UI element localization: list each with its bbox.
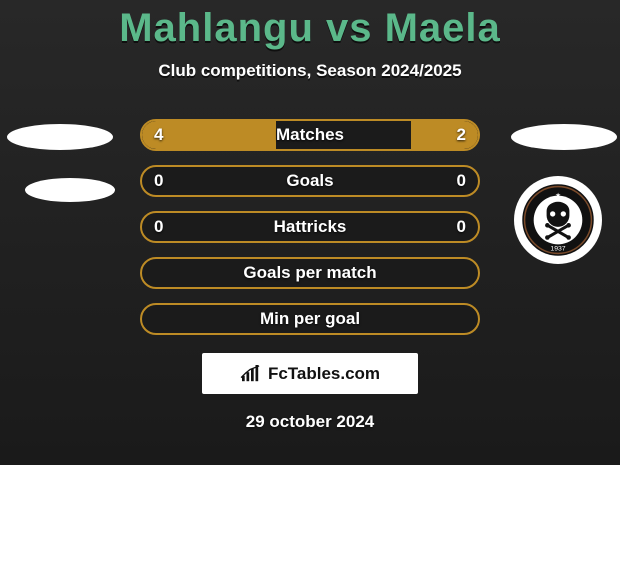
player-left-photo-placeholder-1	[7, 124, 113, 150]
branding-box[interactable]: FcTables.com	[202, 353, 418, 394]
club-crest-right: ★ 1937	[516, 178, 600, 262]
svg-text:1937: 1937	[550, 245, 565, 252]
comparison-card: Mahlangu vs Maela Club competitions, Sea…	[0, 0, 620, 465]
player-left-photo-placeholder-2	[25, 178, 115, 202]
stat-row: 00Hattricks	[140, 211, 480, 243]
stat-row: 00Goals	[140, 165, 480, 197]
bar-chart-icon	[240, 365, 262, 383]
stat-label: Min per goal	[142, 305, 478, 333]
stat-label: Goals	[142, 167, 478, 195]
subtitle: Club competitions, Season 2024/2025	[0, 61, 620, 81]
stat-row: 42Matches	[140, 119, 480, 151]
stat-label: Goals per match	[142, 259, 478, 287]
date-label: 29 october 2024	[0, 412, 620, 432]
player-right-photo-placeholder	[511, 124, 617, 150]
svg-text:★: ★	[555, 193, 561, 199]
brand-label: FcTables.com	[268, 364, 380, 384]
orlando-pirates-crest-icon: ★ 1937	[520, 182, 596, 258]
stat-label: Matches	[142, 121, 478, 149]
stat-label: Hattricks	[142, 213, 478, 241]
page-title: Mahlangu vs Maela	[0, 0, 620, 51]
stat-row: Goals per match	[140, 257, 480, 289]
stat-row: Min per goal	[140, 303, 480, 335]
